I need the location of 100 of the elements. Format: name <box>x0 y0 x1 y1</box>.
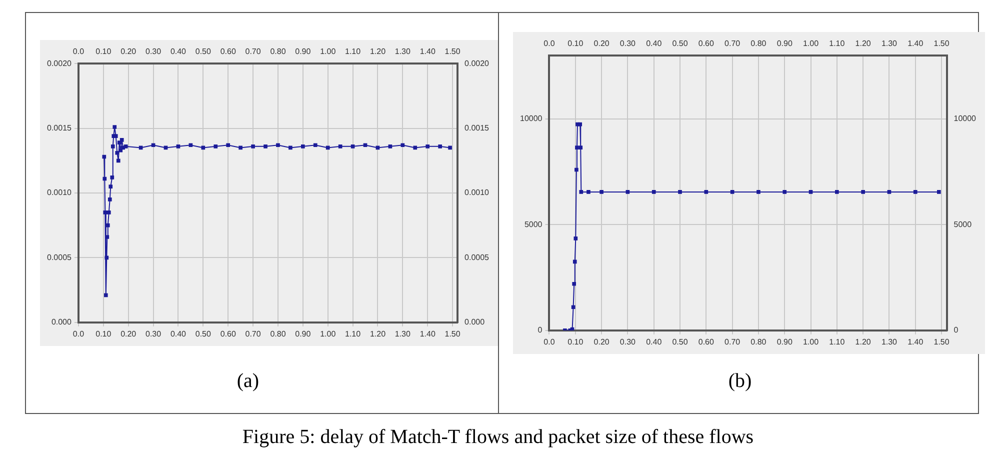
x-tick-label: 0.60 <box>220 329 236 338</box>
point <box>578 146 583 150</box>
y-tick-label: 5000 <box>524 220 543 229</box>
point <box>116 158 120 163</box>
point <box>338 144 342 148</box>
x-tick-label: 0.50 <box>195 329 212 338</box>
point <box>276 143 280 148</box>
x2-tick-label: 0.20 <box>594 39 610 48</box>
x-tick-label: 0.50 <box>672 337 688 346</box>
point <box>887 190 892 194</box>
point <box>288 146 292 150</box>
y-tick-label: 0.0020 <box>47 58 72 68</box>
y2-tick-label: 0.0005 <box>464 252 490 262</box>
x2-tick-label: 0.60 <box>698 39 714 48</box>
point <box>350 144 355 148</box>
y2-tick-label: 10000 <box>954 114 977 124</box>
x-tick-label: 0.40 <box>170 329 187 338</box>
point <box>102 176 107 181</box>
x2-tick-label: 1.10 <box>829 39 846 48</box>
point <box>861 190 865 194</box>
point <box>363 143 368 148</box>
y-tick-label: 0 <box>538 326 543 335</box>
point <box>426 144 430 148</box>
x2-tick-label: 0.90 <box>295 47 312 56</box>
x2-tick-label: 0.10 <box>96 47 112 56</box>
point <box>756 190 760 194</box>
x-tick-label: 0.80 <box>750 337 767 346</box>
x-tick-label: 0.20 <box>594 337 610 346</box>
point <box>151 143 156 148</box>
point <box>102 154 106 159</box>
x-tick-label: 1.00 <box>320 329 336 338</box>
point <box>626 190 630 194</box>
y2-tick-label: 5000 <box>954 220 972 229</box>
point <box>782 190 787 194</box>
x-tick-label: 1.30 <box>394 329 411 338</box>
x2-tick-label: 0.50 <box>195 47 212 56</box>
x2-tick-label: 0.0 <box>72 47 85 56</box>
x-tick-label: 0.60 <box>698 337 714 346</box>
x2-tick-label: 0.40 <box>170 47 187 56</box>
x-tick-label: 1.30 <box>881 337 898 346</box>
y2-tick-label: 0.0015 <box>464 124 490 133</box>
x2-tick-label: 0.40 <box>646 39 662 48</box>
x2-tick-label: 1.00 <box>320 47 336 56</box>
point <box>104 256 109 260</box>
point <box>400 143 405 148</box>
x-tick-label: 1.00 <box>802 337 820 346</box>
point <box>112 125 117 129</box>
y2-tick-label: 0.000 <box>464 318 486 327</box>
point <box>176 144 180 148</box>
x-tick-label: 0.10 <box>568 337 584 346</box>
x-tick-label: 0.30 <box>145 329 162 338</box>
point <box>579 190 584 194</box>
point <box>264 144 268 148</box>
point <box>108 184 113 188</box>
x-tick-label: 1.20 <box>370 329 386 338</box>
point <box>103 210 108 214</box>
x-tick-label: 0.20 <box>120 329 137 338</box>
point <box>448 146 452 150</box>
point <box>600 190 604 194</box>
point <box>652 190 656 194</box>
point <box>936 190 941 194</box>
point <box>238 146 242 150</box>
y2-tick-label: 0.0010 <box>464 188 490 198</box>
x2-tick-label: 0.30 <box>145 47 162 56</box>
point <box>110 176 114 180</box>
x2-tick-label: 0.90 <box>776 39 793 48</box>
point <box>571 305 576 310</box>
x2-tick-label: 1.50 <box>444 47 461 56</box>
x-tick-label: 0.90 <box>776 337 793 346</box>
x2-tick-label: 0.60 <box>220 47 236 56</box>
point <box>120 138 124 142</box>
point <box>188 143 193 148</box>
point <box>110 144 115 148</box>
x2-tick-label: 1.40 <box>908 39 924 48</box>
point <box>214 144 218 148</box>
point <box>301 144 305 148</box>
point <box>251 144 255 148</box>
y-tick-label: 0.0010 <box>47 188 72 198</box>
point <box>730 190 734 194</box>
point <box>575 146 579 150</box>
x-tick-label: 1.50 <box>444 329 461 338</box>
x-tick-label: 1.10 <box>345 329 362 338</box>
x-tick-label: 0.0 <box>72 329 85 338</box>
x-tick-label: 0.10 <box>96 329 112 338</box>
point <box>106 223 110 228</box>
point <box>913 190 918 194</box>
x2-tick-label: 0.80 <box>750 39 767 48</box>
point <box>104 293 108 298</box>
point <box>201 146 206 150</box>
x2-tick-label: 0.20 <box>120 47 137 56</box>
point <box>117 140 122 144</box>
x-tick-label: 0.40 <box>646 337 662 346</box>
x2-tick-label: 0.70 <box>245 47 262 56</box>
point <box>835 190 839 194</box>
point <box>678 190 682 194</box>
point <box>413 146 418 150</box>
point <box>118 148 123 152</box>
x2-tick-label: 0.50 <box>672 39 688 48</box>
x-tick-label: 1.20 <box>855 337 872 346</box>
y2-tick-label: 0.0020 <box>464 58 490 68</box>
